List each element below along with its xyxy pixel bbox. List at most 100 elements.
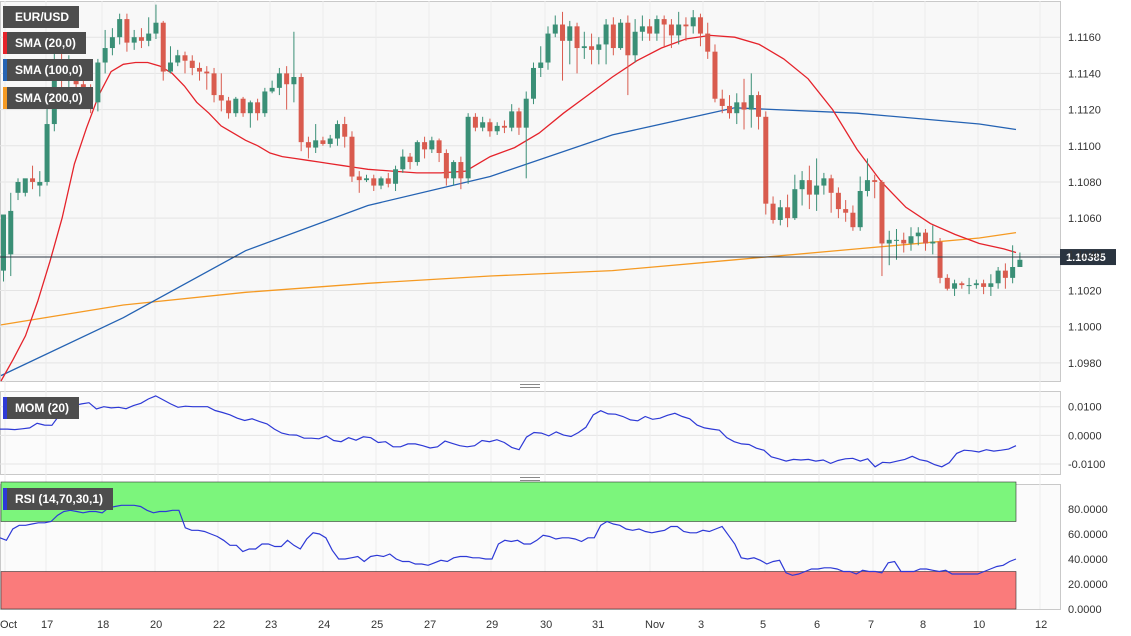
sma100-legend[interactable]: SMA (100,0) [3,59,93,81]
price-tick-label: 1.1120 [1068,105,1101,117]
mom-tick-label: 0.0000 [1068,430,1102,442]
price-tick-label: 1.1140 [1068,68,1101,80]
candle-body [676,24,682,36]
momentum-line [0,395,1017,468]
time-tick-label: Oct [0,619,17,631]
candle-body [30,178,36,182]
candle-body [407,156,413,163]
sma200-legend[interactable]: SMA (200,0) [3,87,93,109]
time-tick-label: 12 [1035,619,1047,631]
candle-body [741,102,747,110]
time-tick-label: 8 [920,619,926,631]
candle-body [908,236,914,244]
candle-body [850,212,856,228]
last-price-marker [1060,249,1116,266]
candle-body [712,51,718,99]
candle-body [472,116,478,128]
rsi-tick-label: 80.0000 [1068,504,1108,516]
time-tick-label: 3 [698,619,704,631]
candle-body [690,17,696,27]
rsi-tick-label: 60.0000 [1068,529,1108,541]
candle-body [523,98,529,128]
candle-body [37,181,43,186]
price-tick-label: 1.1040 [1068,249,1102,261]
rsi-legend[interactable]: RSI (14,70,30,1) [3,488,114,510]
candle-body [44,124,50,182]
candle-body [175,55,181,63]
candle-body [320,140,326,144]
candle-body [80,84,86,88]
mom-tick-label: 0.0100 [1068,402,1102,414]
candle-body [973,283,979,286]
candle-body [632,31,638,56]
candle-body [95,62,101,103]
candle-body [509,111,515,128]
candle-body [160,22,166,72]
candle-body [458,162,464,179]
candle-body [893,239,899,241]
time-tick-label: 24 [318,619,330,631]
time-tick-label: 29 [486,619,498,631]
candle-body [102,48,108,63]
time-tick-label: 18 [97,619,109,631]
candle-body [378,178,384,186]
candle-body [770,203,776,220]
time-tick-label: 25 [371,619,383,631]
sma100-legend-label: SMA (100,0) [15,63,83,77]
candle-body [197,67,203,72]
candle-body [988,283,994,287]
candle-body [189,60,195,68]
candle-body [668,24,674,36]
candle-body [995,270,1001,284]
rsi-overbought-zone [0,481,1017,522]
price-tick-label: 1.1020 [1068,286,1102,298]
candle-body [923,232,929,244]
mom-legend[interactable]: MOM (20) [3,397,79,419]
candle-body [327,138,333,144]
candle-body [661,19,667,25]
sma20-color-swatch [3,32,7,54]
candle-body [393,169,399,184]
candle-body [603,24,609,45]
rsi-tick-label: 20.0000 [1068,579,1108,591]
candle-body [276,73,282,88]
candle-body [683,24,689,27]
candle-body [930,241,936,244]
rsi-color-swatch [3,488,7,510]
time-tick-label: Nov [645,619,665,631]
candle-body [1010,267,1016,278]
mom-color-swatch [3,397,7,419]
time-tick-label: 23 [265,619,277,631]
time-tick-label: 27 [424,619,436,631]
candle-body [487,122,493,132]
pane-resize-handle-1[interactable] [520,384,540,388]
candle-body [494,125,500,132]
candle-body [596,44,602,50]
candle-body [226,100,232,114]
candle-body [342,124,348,137]
candle-body [756,95,762,117]
candle-body [349,136,355,177]
candle-body [727,105,732,114]
candle-body [814,185,820,195]
symbol-legend[interactable]: EUR/USD [3,6,80,28]
time-tick-label: 6 [814,619,820,631]
sma20-legend[interactable]: SMA (20,0) [3,32,86,54]
candle-body [15,181,21,193]
time-tick-label: 20 [150,619,162,631]
candle-body [400,156,406,170]
candle-body [240,98,246,114]
candle-body [944,277,950,289]
price-tick-label: 1.1160 [1068,32,1101,44]
candle-body [843,209,849,213]
candle-body [937,241,943,278]
candle-body [530,67,536,99]
candle-body [1,214,6,271]
mom-legend-label: MOM (20) [15,401,69,415]
time-tick-label: 17 [41,619,53,631]
candle-body [763,116,769,204]
pane-resize-handle-2[interactable] [520,477,540,481]
candle-body [269,87,275,92]
candle-body [480,122,486,128]
